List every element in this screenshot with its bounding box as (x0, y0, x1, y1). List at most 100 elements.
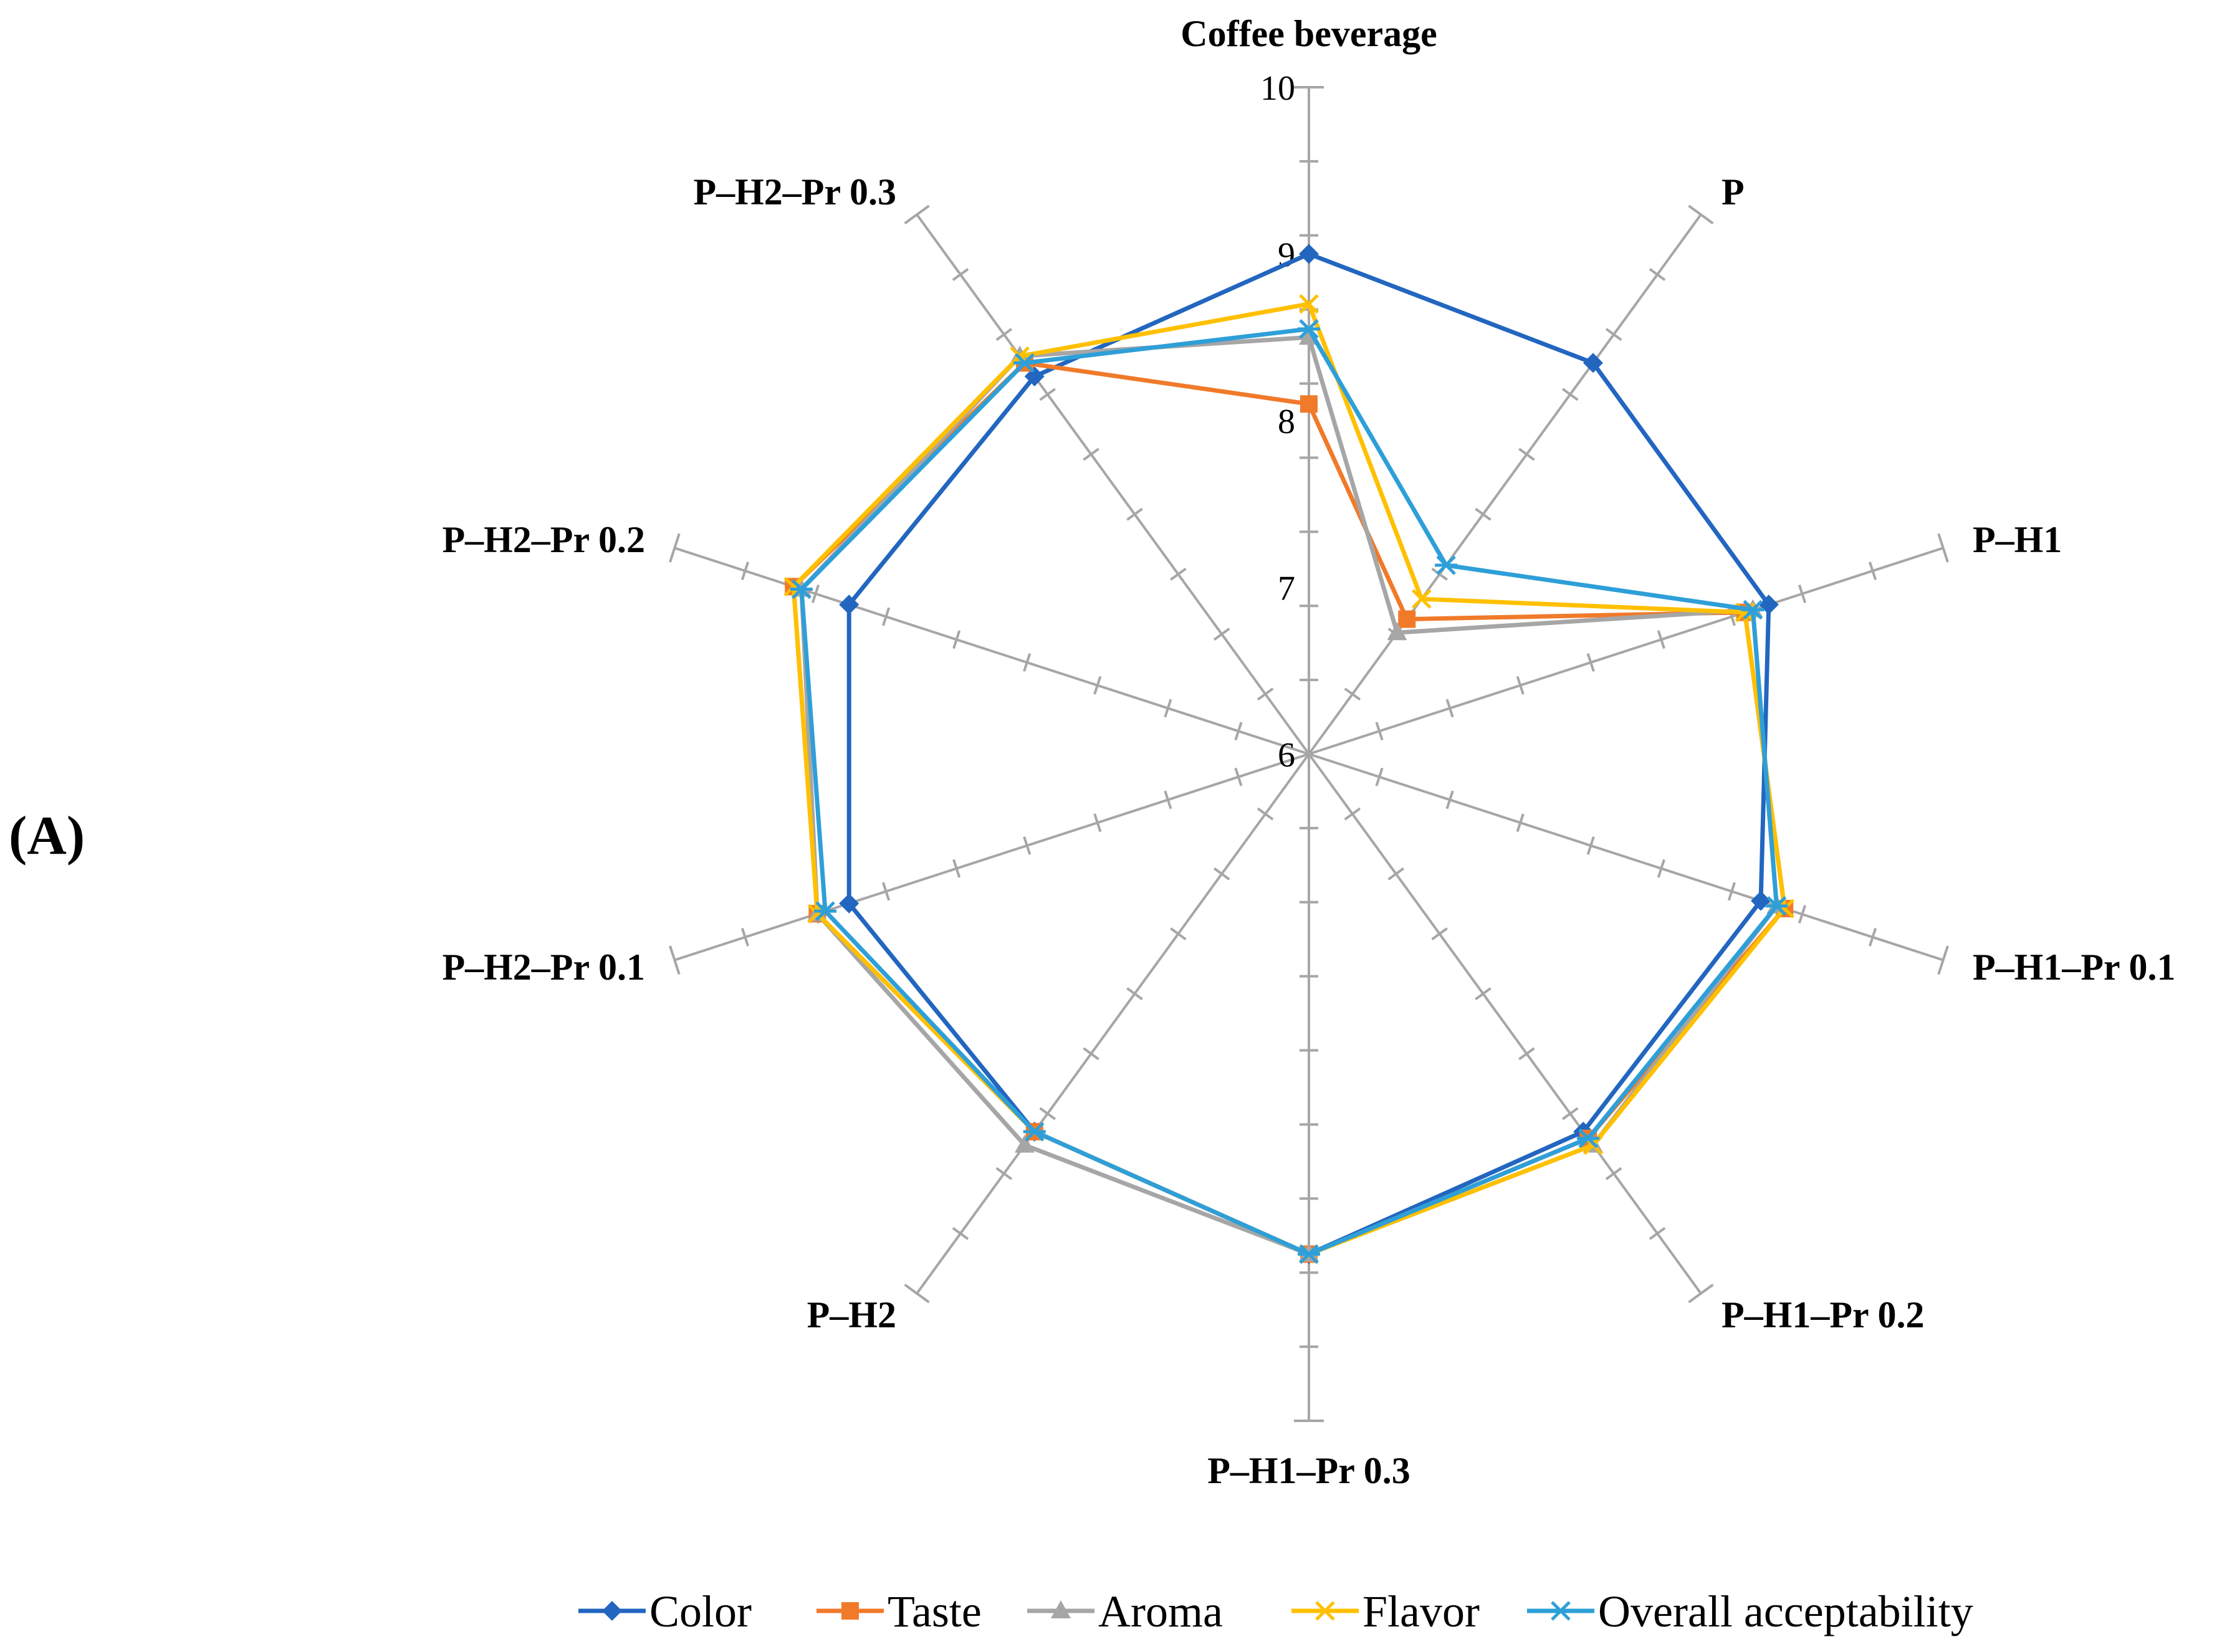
data-point (1741, 599, 1765, 620)
legend-marker (602, 1601, 622, 1621)
legend-item: Aroma (1027, 1587, 1223, 1636)
legend-label: Overall acceptability (1598, 1587, 1973, 1636)
axis-tick-mark (1039, 1107, 1056, 1120)
axis-tick-mark (1657, 859, 1665, 878)
axis-tick-mark (1605, 328, 1622, 341)
axis-tick-mark (904, 204, 930, 225)
axis-tick-mark (1126, 987, 1143, 1001)
axis-spoke (1308, 547, 1944, 755)
legend-marker (1549, 1601, 1572, 1621)
category-label: P–H1–Pr 0.1 (1973, 947, 2176, 988)
axis-tick-mark (1516, 813, 1525, 833)
legend-label: Flavor (1362, 1587, 1480, 1636)
axis-tick-mark (1344, 807, 1361, 821)
axis-spoke (674, 753, 1310, 962)
data-point (1435, 555, 1458, 575)
axis-spoke (1308, 753, 1944, 962)
data-point (1387, 622, 1407, 641)
axis-tick-mark (1023, 836, 1032, 855)
radar-series (783, 244, 1794, 1264)
axis-tick-mark (1257, 687, 1274, 701)
category-label: P–H1–Pr 0.3 (1207, 1450, 1410, 1491)
axis-tick-mark (1869, 561, 1877, 580)
axis-tick-mark (1257, 807, 1274, 821)
axis-tick-mark (1083, 447, 1099, 461)
axis-tick-mark (1561, 1107, 1579, 1120)
axis-tick-mark (952, 1227, 969, 1240)
axis-tick-mark (1170, 568, 1187, 581)
radial-tick-label: 7 (1278, 570, 1295, 608)
axis-tick-mark (1170, 927, 1187, 940)
axis-tick-mark (1083, 1047, 1099, 1061)
axis-tick-mark (1344, 687, 1361, 701)
axis-tick-mark (1445, 790, 1454, 809)
data-point (1015, 1134, 1035, 1153)
panel-label: (A) (9, 806, 85, 866)
category-label: P–H1 (1973, 519, 2062, 560)
axis-spoke (1308, 214, 1702, 755)
axis-tick-mark (1937, 533, 1949, 563)
axis-tick-mark (1516, 676, 1525, 695)
data-point (839, 594, 860, 615)
category-label: P–H1–Pr 0.2 (1721, 1294, 1925, 1335)
radar-grid (669, 86, 1949, 1422)
axis-tick-mark (669, 533, 681, 563)
axis-tick-mark (904, 1283, 930, 1304)
series-aroma (791, 327, 1787, 1262)
axis-tick-mark (1213, 867, 1230, 881)
data-point (790, 579, 813, 599)
axis-spoke (674, 547, 1310, 755)
radial-tick-label: 6 (1278, 736, 1295, 775)
series-overall-acceptability (790, 319, 1788, 1264)
axis-spoke (916, 214, 1310, 755)
legend-item: Overall acceptability (1527, 1587, 1973, 1636)
axis-tick-mark (952, 630, 961, 649)
axis-tick-mark (1586, 653, 1595, 672)
data-point (839, 893, 860, 914)
axis-tick-mark (1688, 204, 1714, 225)
legend-label: Aroma (1098, 1587, 1223, 1636)
legend-marker (841, 1602, 859, 1620)
data-point (1765, 896, 1788, 916)
axis-tick-mark (1445, 699, 1454, 718)
legend-item: Taste (816, 1587, 982, 1636)
axis-tick-mark (1937, 945, 1949, 975)
axis-tick-mark (1657, 630, 1665, 649)
legend-label: Color (649, 1587, 752, 1636)
axis-tick-mark (995, 328, 1013, 341)
axis-tick-mark (1164, 790, 1172, 809)
category-label: P–H2 (807, 1294, 896, 1335)
data-point (1299, 244, 1319, 264)
axis-tick-mark (1431, 568, 1448, 581)
axis-tick-mark (740, 928, 749, 947)
data-point (814, 901, 837, 921)
legend-item: Flavor (1291, 1587, 1480, 1636)
category-label: P–H2–Pr 0.1 (442, 947, 645, 988)
axis-tick-mark (1126, 507, 1143, 521)
data-point (1023, 1122, 1046, 1142)
axis-tick-mark (1798, 905, 1807, 924)
series-line (799, 327, 1779, 1256)
data-point (1583, 353, 1603, 373)
legend-item: Color (578, 1587, 752, 1636)
data-point (1299, 294, 1319, 314)
axis-tick-mark (669, 945, 681, 975)
radial-tick-label: 10 (1260, 69, 1295, 108)
axis-tick-mark (1649, 1227, 1666, 1240)
axis-spoke (916, 753, 1310, 1294)
category-label: P–H2–Pr 0.3 (693, 171, 896, 212)
axis-tick-mark (1518, 1047, 1535, 1061)
axis-tick-mark (1213, 628, 1230, 641)
category-label: P (1721, 171, 1745, 212)
axis-tick-mark (882, 607, 891, 626)
axis-tick-mark (1475, 987, 1492, 1001)
legend-marker (1051, 1600, 1071, 1618)
axis-tick-mark (1093, 813, 1102, 833)
axis-tick-mark (952, 268, 969, 281)
axis-tick-mark (1605, 1167, 1622, 1180)
legend-label: Taste (888, 1587, 982, 1636)
data-point (1298, 1244, 1320, 1264)
axis-tick-mark (995, 1167, 1013, 1180)
axis-tick-mark (1869, 928, 1877, 947)
